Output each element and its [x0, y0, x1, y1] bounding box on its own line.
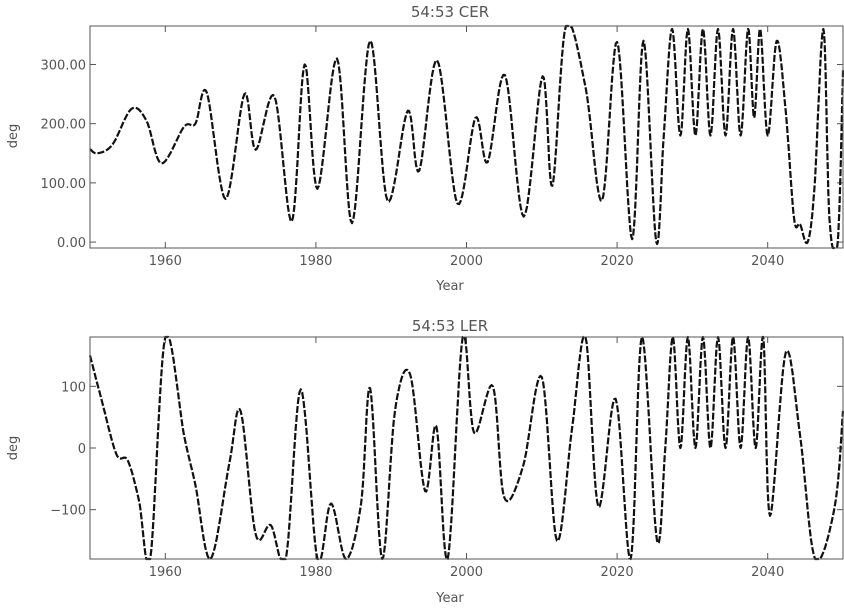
ler-y-axis-label: deg	[6, 436, 21, 461]
cer-title: 54:53 CER	[411, 3, 489, 21]
cer-x-tick-label-1980: 1980	[299, 254, 332, 269]
cer-curve-segment-0	[90, 26, 843, 248]
ler-y-tick-label-0: −100	[50, 504, 86, 519]
ler-curve-segment-0	[90, 337, 843, 559]
cer-x-tick-label-2040: 2040	[751, 254, 784, 269]
cer-y-tick-label-3: 300.00	[41, 58, 87, 73]
ler-x-tick-label-2000: 2000	[450, 565, 483, 580]
cer-y-tick-label-1: 100.00	[41, 177, 87, 192]
cer-panel: 54:53 CER deg Year 1960 1980 2000 2020 2040 0…	[6, 3, 843, 294]
cer-plot-frame	[90, 26, 843, 248]
cer-x-tick-label-2020: 2020	[601, 254, 634, 269]
cer-x-axis-label: Year	[435, 279, 464, 294]
ler-x-tick-label-1960: 1960	[149, 565, 182, 580]
ler-x-tick-label-1980: 1980	[299, 565, 332, 580]
ler-y-tick-label-2: 100	[61, 380, 86, 395]
cer-y-tick-label-2: 200.00	[41, 118, 87, 133]
ler-x-tick-label-2040: 2040	[751, 565, 784, 580]
ler-title: 54:53 LER	[412, 317, 488, 335]
ler-x-tick-label-2020: 2020	[601, 565, 634, 580]
ler-y-tick-label-1: 0	[78, 442, 86, 457]
cer-ticks: 1960 1980 2000 2020 2040 0.00 100.00 200.00 300.…	[41, 26, 844, 269]
cer-curve	[90, 26, 843, 248]
cer-x-tick-label-2000: 2000	[450, 254, 483, 269]
ler-curve	[90, 337, 843, 559]
ler-panel: 54:53 LER deg Year 1960 1980 2000 2020 2040 −…	[6, 317, 843, 606]
cer-x-tick-label-1960: 1960	[149, 254, 182, 269]
ler-ticks: 1960 1980 2000 2020 2040 −100 0 100	[50, 337, 843, 580]
cer-y-axis-label: deg	[6, 124, 21, 149]
cer-y-tick-label-0: 0.00	[57, 236, 86, 251]
ler-x-axis-label: Year	[435, 591, 464, 606]
